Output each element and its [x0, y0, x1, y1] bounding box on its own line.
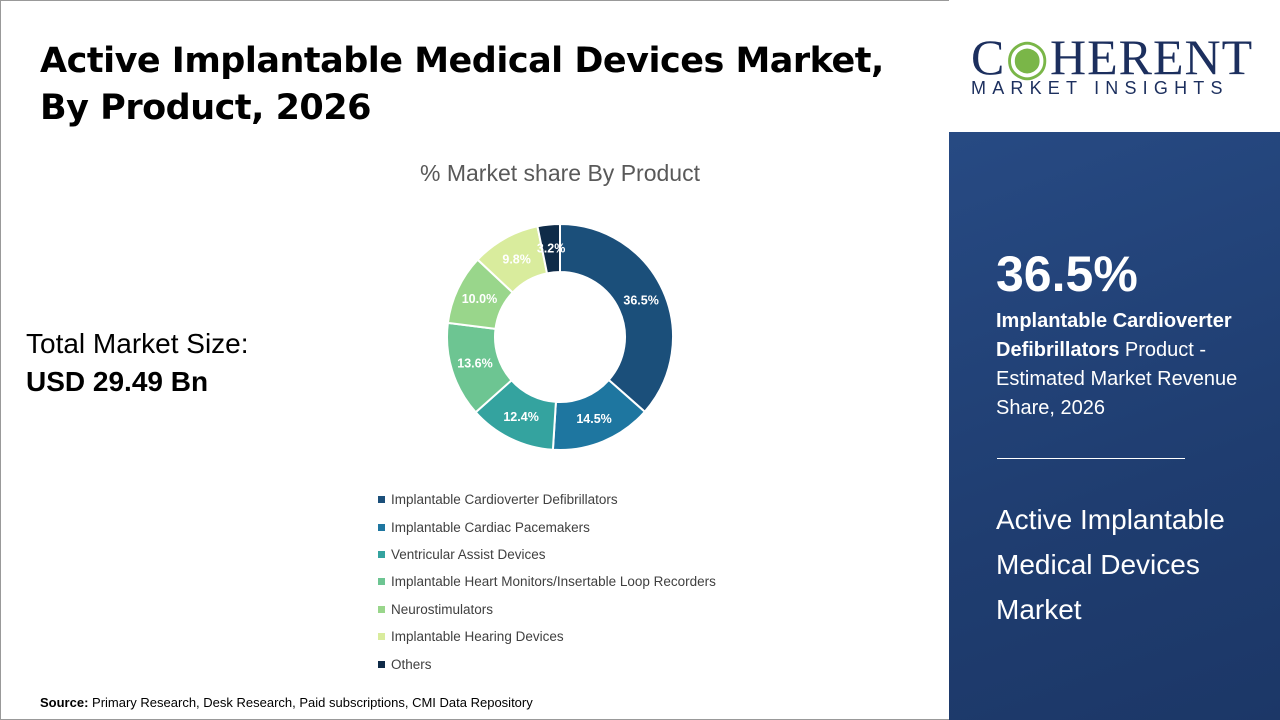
chart-title: % Market share By Product	[420, 160, 700, 186]
donut-chart: 36.5% 14.5% 12.4% 13.6% 10.0% 9.8% 3.2%	[446, 222, 674, 451]
side-panel: C◉HERENT MARKET INSIGHTS 36.5% Implantab…	[949, 0, 1280, 720]
legend-swatch	[378, 660, 385, 668]
page-title: Active Implantable Medical Devices Marke…	[40, 41, 884, 128]
donut-slice	[536, 222, 561, 275]
total-label: Total Market Size:	[26, 328, 249, 359]
legend-swatch	[378, 633, 385, 641]
legend-swatch	[378, 605, 385, 613]
legend-item: Implantable Cardioverter Defibrillators	[378, 486, 716, 513]
legend: Implantable Cardioverter Defibrillators I…	[378, 486, 716, 678]
highlight-description: Implantable Cardioverter Defibrillators …	[996, 307, 1266, 423]
legend-item: Implantable Cardiac Pacemakers	[378, 513, 716, 540]
data-label: 10.0%	[462, 292, 497, 306]
total-value: USD 29.49 Bn	[26, 366, 209, 397]
logo: C◉HERENT MARKET INSIGHTS	[949, 0, 1280, 132]
highlight-panel: 36.5% Implantable Cardioverter Defibrill…	[949, 132, 1280, 720]
data-label: 3.2%	[537, 241, 566, 255]
total-market-size: Total Market Size: USD 29.49 Bn	[26, 325, 249, 401]
highlight-percent: 36.5%	[996, 246, 1138, 302]
legend-label: Others	[391, 656, 432, 672]
highlight-segment: Implantable Cardioverter Defibrillators	[996, 310, 1232, 361]
highlight-rest: Product - Estimated Market Revenue Share…	[996, 339, 1238, 419]
logo-tagline: MARKET INSIGHTS	[971, 78, 1229, 98]
legend-swatch	[378, 550, 385, 558]
data-label: 12.4%	[503, 410, 538, 424]
legend-label: Implantable Heart Monitors/Insertable Lo…	[391, 574, 716, 590]
legend-label: Ventricular Assist Devices	[391, 546, 546, 562]
data-label: 13.6%	[457, 356, 492, 370]
data-label: 36.5%	[623, 293, 658, 307]
legend-label: Neurostimulators	[391, 601, 494, 617]
legend-label: Implantable Cardioverter Defibrillators	[391, 492, 618, 508]
legend-swatch	[378, 496, 385, 504]
legend-label: Implantable Hearing Devices	[391, 629, 564, 645]
legend-swatch	[378, 578, 385, 586]
legend-item: Others	[378, 650, 716, 677]
legend-item: Ventricular Assist Devices	[378, 541, 716, 568]
logo-wordmark: C◉HERENT	[971, 29, 1254, 85]
legend-label: Implantable Cardiac Pacemakers	[391, 519, 590, 535]
source-text: Primary Research, Desk Research, Paid su…	[92, 695, 533, 710]
data-label: 9.8%	[502, 252, 531, 266]
legend-item: Neurostimulators	[378, 596, 716, 623]
market-name: Active Implantable Medical Devices Marke…	[996, 504, 1225, 625]
divider	[997, 458, 1185, 459]
source-label: Source:	[40, 695, 89, 710]
source-note: Source: Primary Research, Desk Research,…	[40, 695, 533, 710]
donut-slice	[559, 222, 674, 414]
legend-item: Implantable Hearing Devices	[378, 623, 716, 650]
data-label: 14.5%	[576, 412, 611, 426]
legend-item: Implantable Heart Monitors/Insertable Lo…	[378, 568, 716, 595]
legend-swatch	[378, 523, 385, 531]
